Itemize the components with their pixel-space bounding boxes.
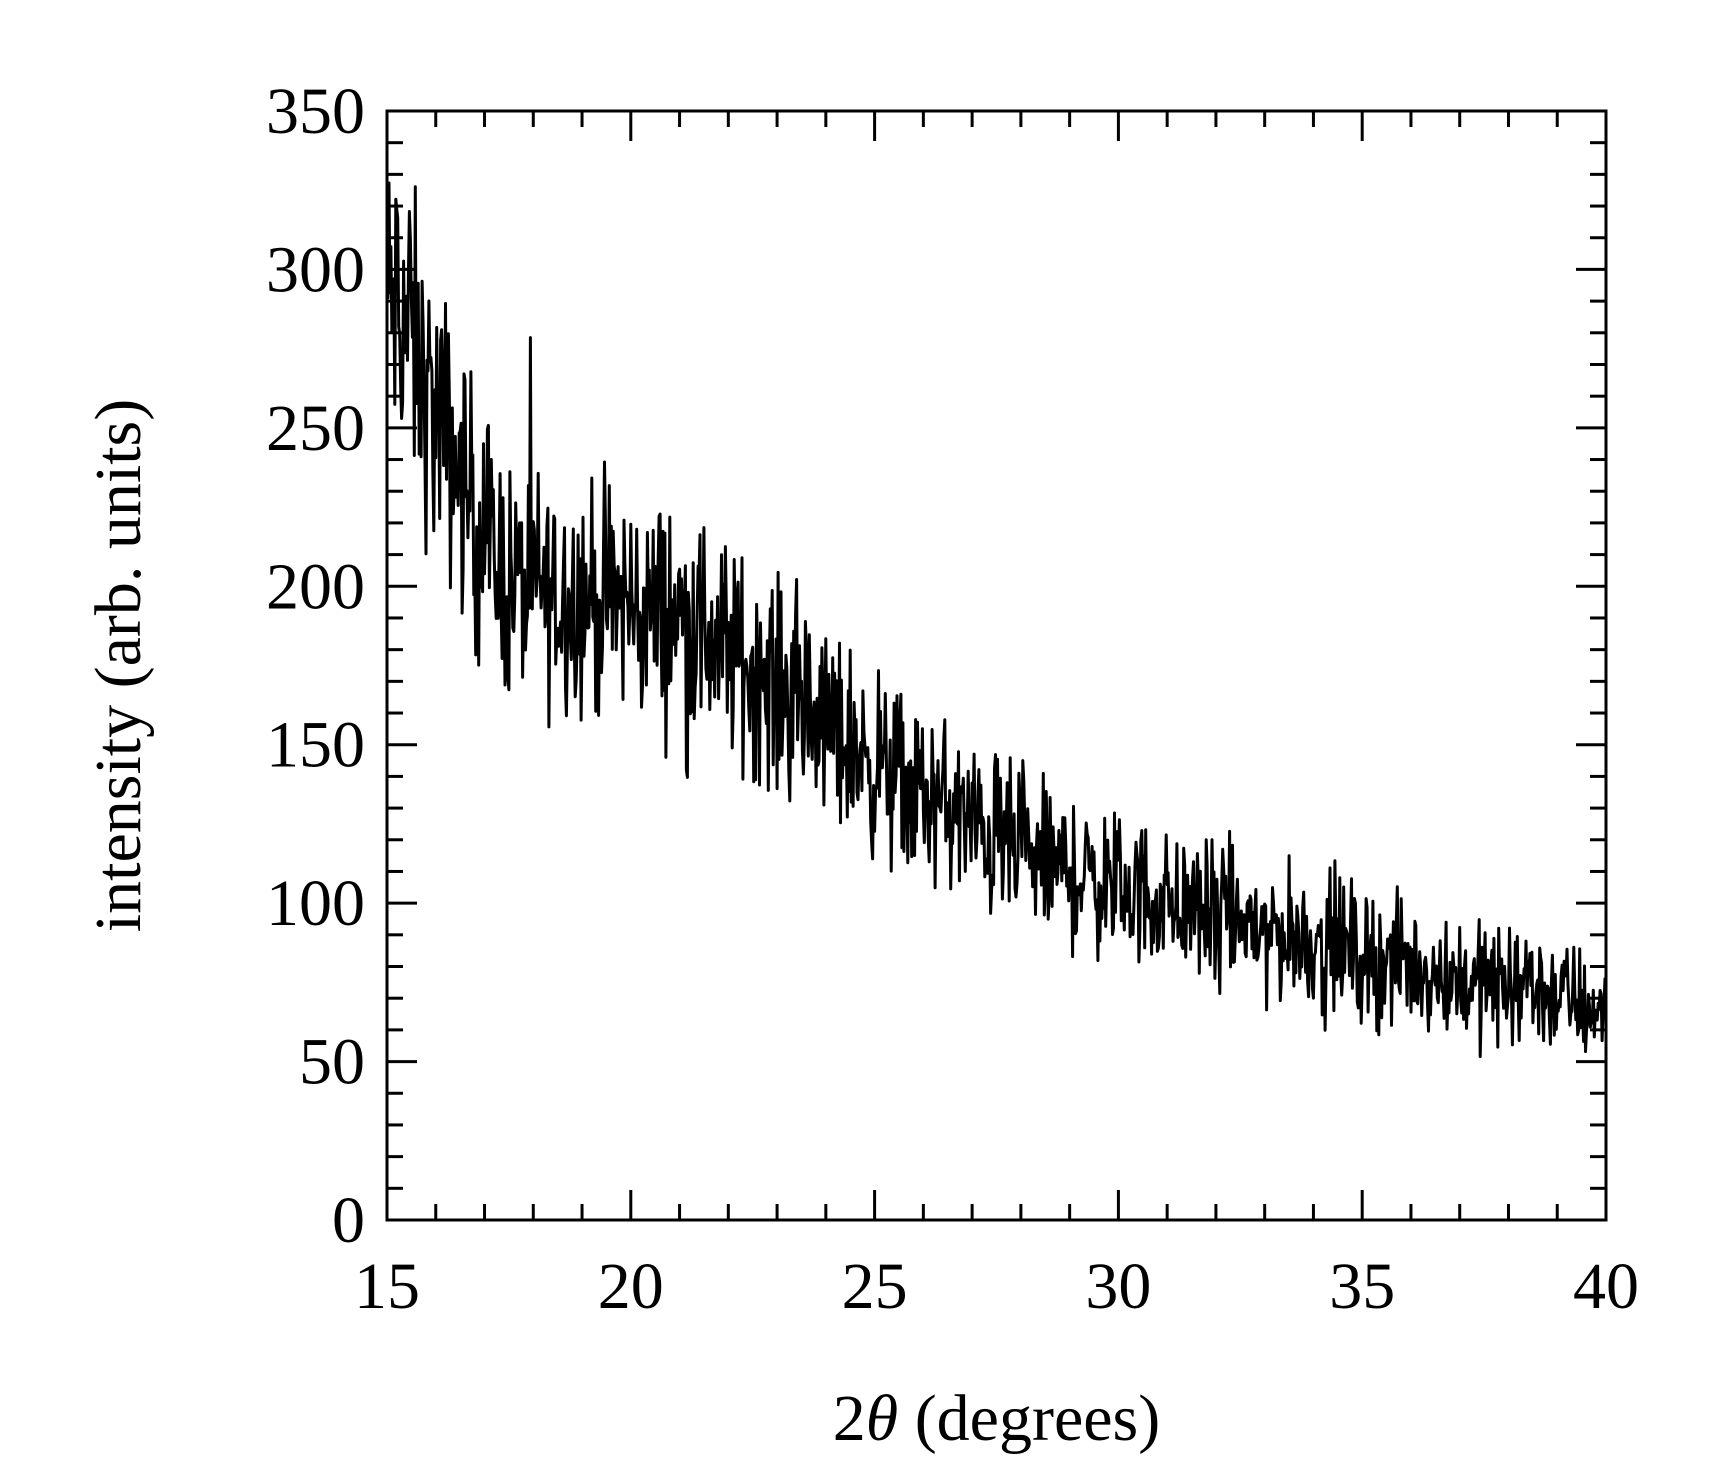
intensity-series-line [385,181,1608,1058]
y-tick-label: 50 [299,1026,365,1099]
x-tick-label: 15 [354,1250,420,1323]
y-tick-label: 350 [266,75,365,148]
x-axis-title-prefix: 2 [833,1382,866,1455]
y-tick-label: 300 [266,233,365,306]
y-tick-label: 150 [266,709,365,782]
tick-labels: 15 20 25 30 35 40 0 50 100 150 200 250 300 350 [266,75,1639,1323]
x-tick-label: 35 [1329,1250,1395,1323]
y-tick-label: 250 [266,392,365,465]
x-tick-label: 40 [1573,1250,1639,1323]
axis-ticks [385,109,1608,1222]
y-tick-label: 100 [266,867,365,940]
y-axis-title: intensity (arb. units) [82,399,155,932]
x-axis-title-symbol: θ [866,1382,898,1455]
x-tick-label: 25 [842,1250,908,1323]
x-axis-title: 2θ (degrees) [833,1382,1160,1455]
plot-frame [385,109,1608,1222]
x-axis-title-suffix: (degrees) [898,1382,1160,1455]
x-tick-label: 30 [1085,1250,1151,1323]
x-tick-label: 20 [598,1250,664,1323]
y-tick-label: 0 [332,1184,365,1257]
y-tick-label: 200 [266,550,365,623]
